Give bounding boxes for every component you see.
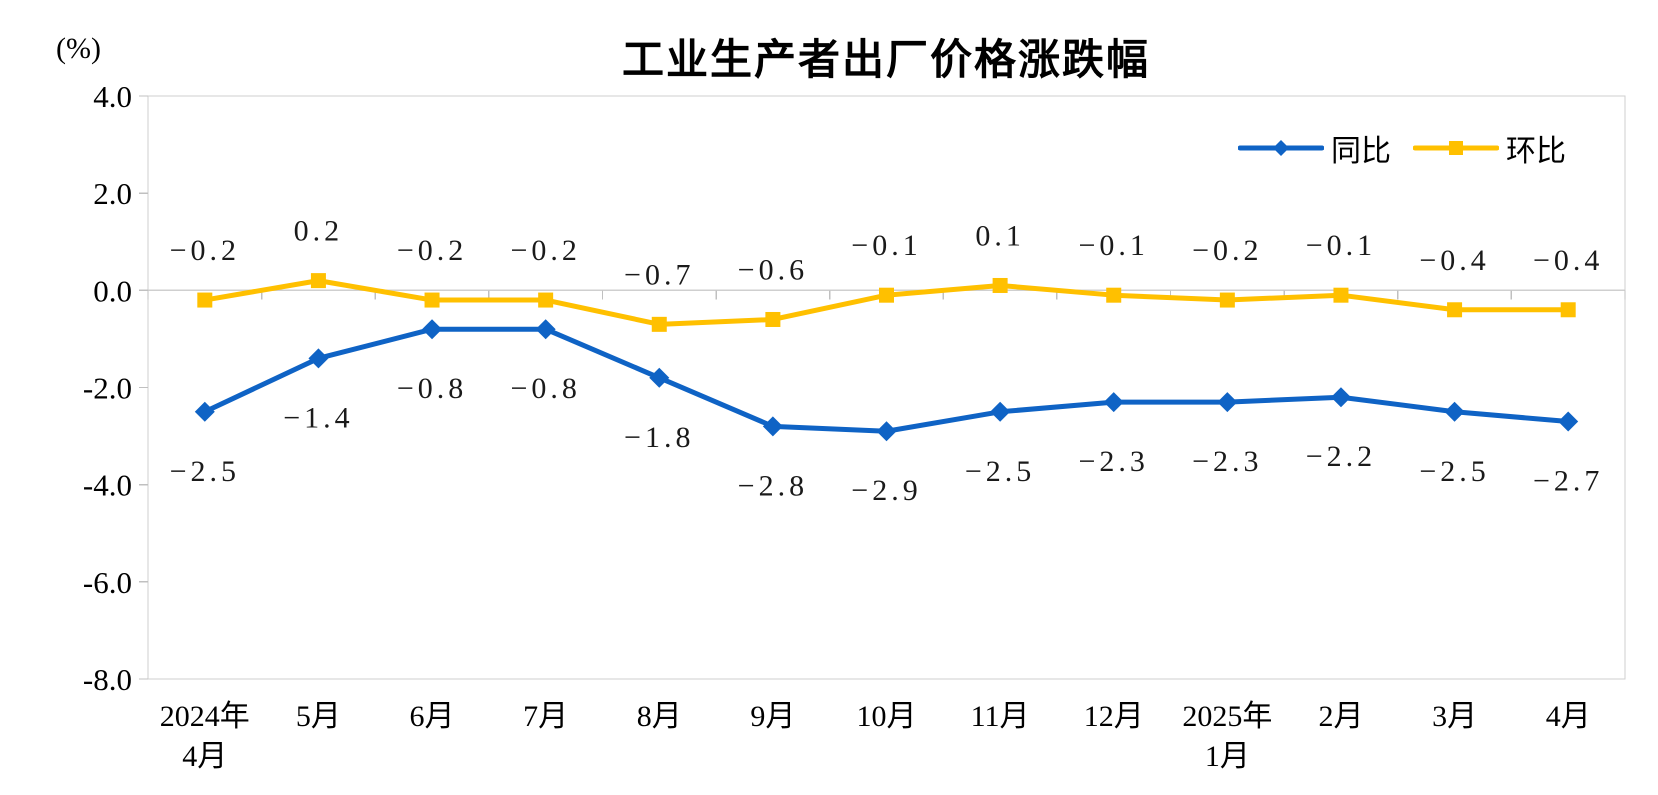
mom-point-marker xyxy=(310,273,326,289)
x-axis-label: 7月 xyxy=(523,700,568,733)
yoy-data-label: −0.8 xyxy=(510,372,580,405)
yoy-data-label: −2.3 xyxy=(1192,445,1262,478)
yoy-point-marker xyxy=(1444,401,1465,422)
yoy-data-label: −0.8 xyxy=(397,372,467,405)
mom-data-label: −0.2 xyxy=(397,234,467,267)
mom-point-marker xyxy=(538,292,554,308)
yoy-point-marker xyxy=(1103,392,1124,413)
yoy-point-marker xyxy=(762,416,783,437)
yoy-data-label: −2.5 xyxy=(1419,455,1489,488)
x-axis-label: 2月 xyxy=(1318,700,1363,733)
x-axis-label: 11月 xyxy=(971,700,1030,733)
mom-data-label: −0.1 xyxy=(1079,229,1149,262)
x-axis-label: 9月 xyxy=(750,700,795,733)
x-axis-label: 2024年 xyxy=(160,700,250,733)
mom-data-label: −0.1 xyxy=(851,229,921,262)
y-axis-tick-label: 0.0 xyxy=(93,273,132,308)
yoy-data-label: −2.2 xyxy=(1306,440,1376,473)
y-axis-tick-label: 4.0 xyxy=(93,79,132,114)
mom-data-label: 0.2 xyxy=(294,215,344,248)
yoy-point-marker xyxy=(535,319,556,340)
x-axis-label: 6月 xyxy=(410,700,455,733)
mom-point-marker xyxy=(1219,292,1235,308)
yoy-data-label: −1.8 xyxy=(624,421,694,454)
mom-data-label: −0.7 xyxy=(624,258,694,291)
mom-data-label: −0.2 xyxy=(170,234,240,267)
yoy-data-label: −2.5 xyxy=(170,455,240,488)
yoy-data-label: −2.9 xyxy=(851,474,921,507)
yoy-point-marker xyxy=(990,401,1011,422)
legend-item-yoy: 同比 xyxy=(1238,126,1391,170)
legend: 同比 环比 xyxy=(1238,126,1566,170)
mom-data-label: −0.2 xyxy=(510,234,580,267)
yoy-line-swatch-icon xyxy=(1238,140,1324,156)
mom-point-marker xyxy=(1447,302,1463,318)
mom-point-marker xyxy=(879,287,894,303)
legend-label-mom: 环比 xyxy=(1506,135,1566,168)
mom-data-label: −0.1 xyxy=(1306,229,1376,262)
yoy-point-marker xyxy=(649,367,670,388)
mom-data-label: −0.4 xyxy=(1419,244,1489,277)
yoy-point-marker xyxy=(1558,411,1579,432)
yoy-data-label: −2.8 xyxy=(738,469,808,502)
mom-line-swatch-icon xyxy=(1413,141,1499,155)
mom-point-marker xyxy=(765,311,781,327)
mom-point-marker xyxy=(424,292,440,308)
mom-point-marker xyxy=(1560,302,1576,318)
legend-item-mom: 环比 xyxy=(1413,126,1566,170)
x-axis-label: 5月 xyxy=(296,700,341,733)
mom-data-label: −0.2 xyxy=(1192,234,1262,267)
yoy-point-marker xyxy=(422,319,443,340)
mom-point-marker xyxy=(992,277,1008,293)
y-axis-tick-label: -2.0 xyxy=(83,371,132,406)
y-axis-tick-label: -4.0 xyxy=(83,468,132,503)
yoy-data-label: −2.5 xyxy=(965,455,1035,488)
mom-point-marker xyxy=(197,292,213,308)
x-axis-label: 1月 xyxy=(1205,740,1250,773)
yoy-point-marker xyxy=(308,348,329,369)
yoy-data-label: −2.7 xyxy=(1533,465,1603,498)
mom-point-marker xyxy=(651,316,667,332)
mom-data-label: 0.1 xyxy=(975,219,1025,252)
yoy-point-marker xyxy=(1330,387,1351,408)
yoy-data-label: −1.4 xyxy=(283,401,353,434)
plot-border xyxy=(147,95,1626,680)
y-axis-tick-label: -6.0 xyxy=(83,565,132,600)
x-axis-label: 4月 xyxy=(182,740,227,773)
y-axis-tick-label: -8.0 xyxy=(83,662,132,697)
yoy-point-marker xyxy=(876,421,897,442)
yoy-point-marker xyxy=(1217,392,1238,413)
yoy-data-label: −2.3 xyxy=(1079,445,1149,478)
mom-point-marker xyxy=(1106,287,1122,303)
x-axis-label: 2025年 xyxy=(1182,700,1272,733)
mom-point-marker xyxy=(1333,287,1349,303)
mom-data-label: −0.6 xyxy=(738,253,808,286)
legend-label-yoy: 同比 xyxy=(1331,135,1391,168)
mom-data-label: −0.4 xyxy=(1533,244,1603,277)
y-axis-unit-label: (%) xyxy=(56,32,101,65)
legend-marker-icon xyxy=(1273,140,1289,156)
chart-title: 工业生产者出厂价格涨跌幅 xyxy=(621,36,1150,83)
x-axis-label: 4月 xyxy=(1546,700,1591,733)
x-axis-label: 3月 xyxy=(1432,700,1477,733)
y-axis-tick-label: 2.0 xyxy=(93,176,132,211)
x-axis-label: 10月 xyxy=(857,700,917,733)
x-axis-label: 8月 xyxy=(637,700,682,733)
x-axis-label: 12月 xyxy=(1084,700,1144,733)
legend-marker-icon xyxy=(1449,141,1463,155)
yoy-point-marker xyxy=(194,401,215,422)
